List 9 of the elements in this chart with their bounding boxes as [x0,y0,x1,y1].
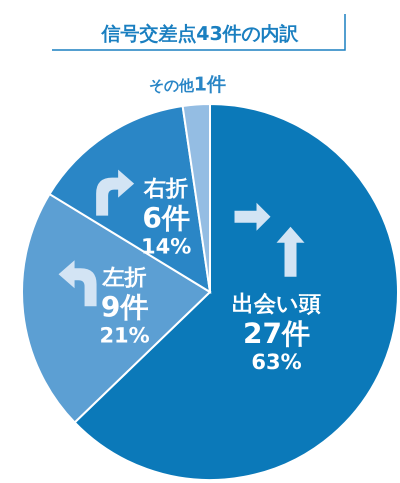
data-label: 9件 21% [99,290,150,348]
data-label: 1件 [194,74,226,96]
slice-label: 左折 [102,265,147,290]
slice-label: その他 [148,76,195,95]
chart-title: 信号交差点43件の内訳 [100,23,300,45]
slice-label: 出会い頭 [232,292,322,317]
data-label: 6件 14% [141,202,192,259]
data-label: 27件 63% [243,316,310,374]
slice-label: 右折 [143,176,188,202]
